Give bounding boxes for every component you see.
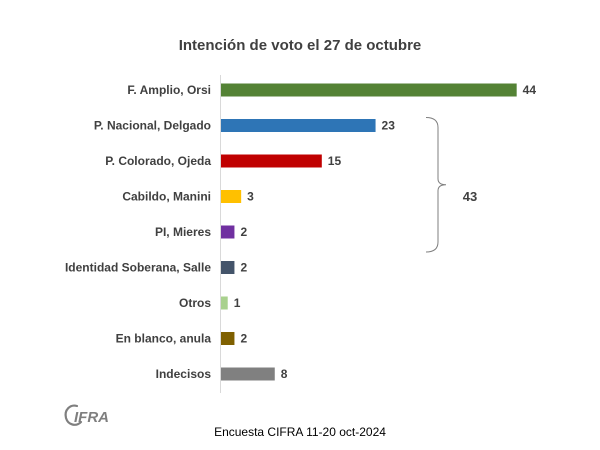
- bar: [221, 83, 517, 97]
- group-bracket: [425, 117, 447, 253]
- bar: [221, 225, 235, 239]
- bar-value-label: 1: [234, 296, 241, 310]
- cifra-logo: IFRA: [64, 404, 109, 426]
- category-label: PI, Mieres: [155, 225, 211, 239]
- group-total-label: 43: [463, 189, 477, 204]
- bar-value-label: 2: [240, 332, 247, 346]
- bar-value-label: 15: [328, 154, 342, 168]
- bar: [221, 367, 275, 381]
- bar: [221, 154, 322, 168]
- category-label: Identidad Soberana, Salle: [65, 261, 211, 275]
- bar-value-label: 2: [240, 225, 247, 239]
- bar: [221, 119, 376, 132]
- bar-value-label: 8: [281, 367, 288, 381]
- source-note: Encuesta CIFRA 11-20 oct-2024: [214, 425, 386, 439]
- category-label: En blanco, anula: [116, 332, 212, 346]
- bar: [221, 190, 242, 203]
- category-label: Indecisos: [156, 367, 212, 381]
- bar-value-label: 44: [523, 83, 537, 97]
- category-label: Cabildo, Manini: [122, 190, 211, 204]
- bar-value-label: 23: [382, 119, 396, 133]
- category-label: P. Colorado, Ojeda: [105, 154, 211, 168]
- category-label: F. Amplio, Orsi: [127, 83, 211, 97]
- chart-title: Intención de voto el 27 de octubre: [178, 37, 422, 54]
- bar-value-label: 2: [240, 261, 247, 275]
- bar: [221, 332, 235, 345]
- category-label: Otros: [179, 296, 211, 310]
- bar-value-label: 3: [247, 190, 254, 204]
- bar: [221, 296, 228, 310]
- bar: [221, 261, 235, 274]
- category-label: P. Nacional, Delgado: [94, 119, 211, 133]
- svg-text:IFRA: IFRA: [74, 409, 109, 426]
